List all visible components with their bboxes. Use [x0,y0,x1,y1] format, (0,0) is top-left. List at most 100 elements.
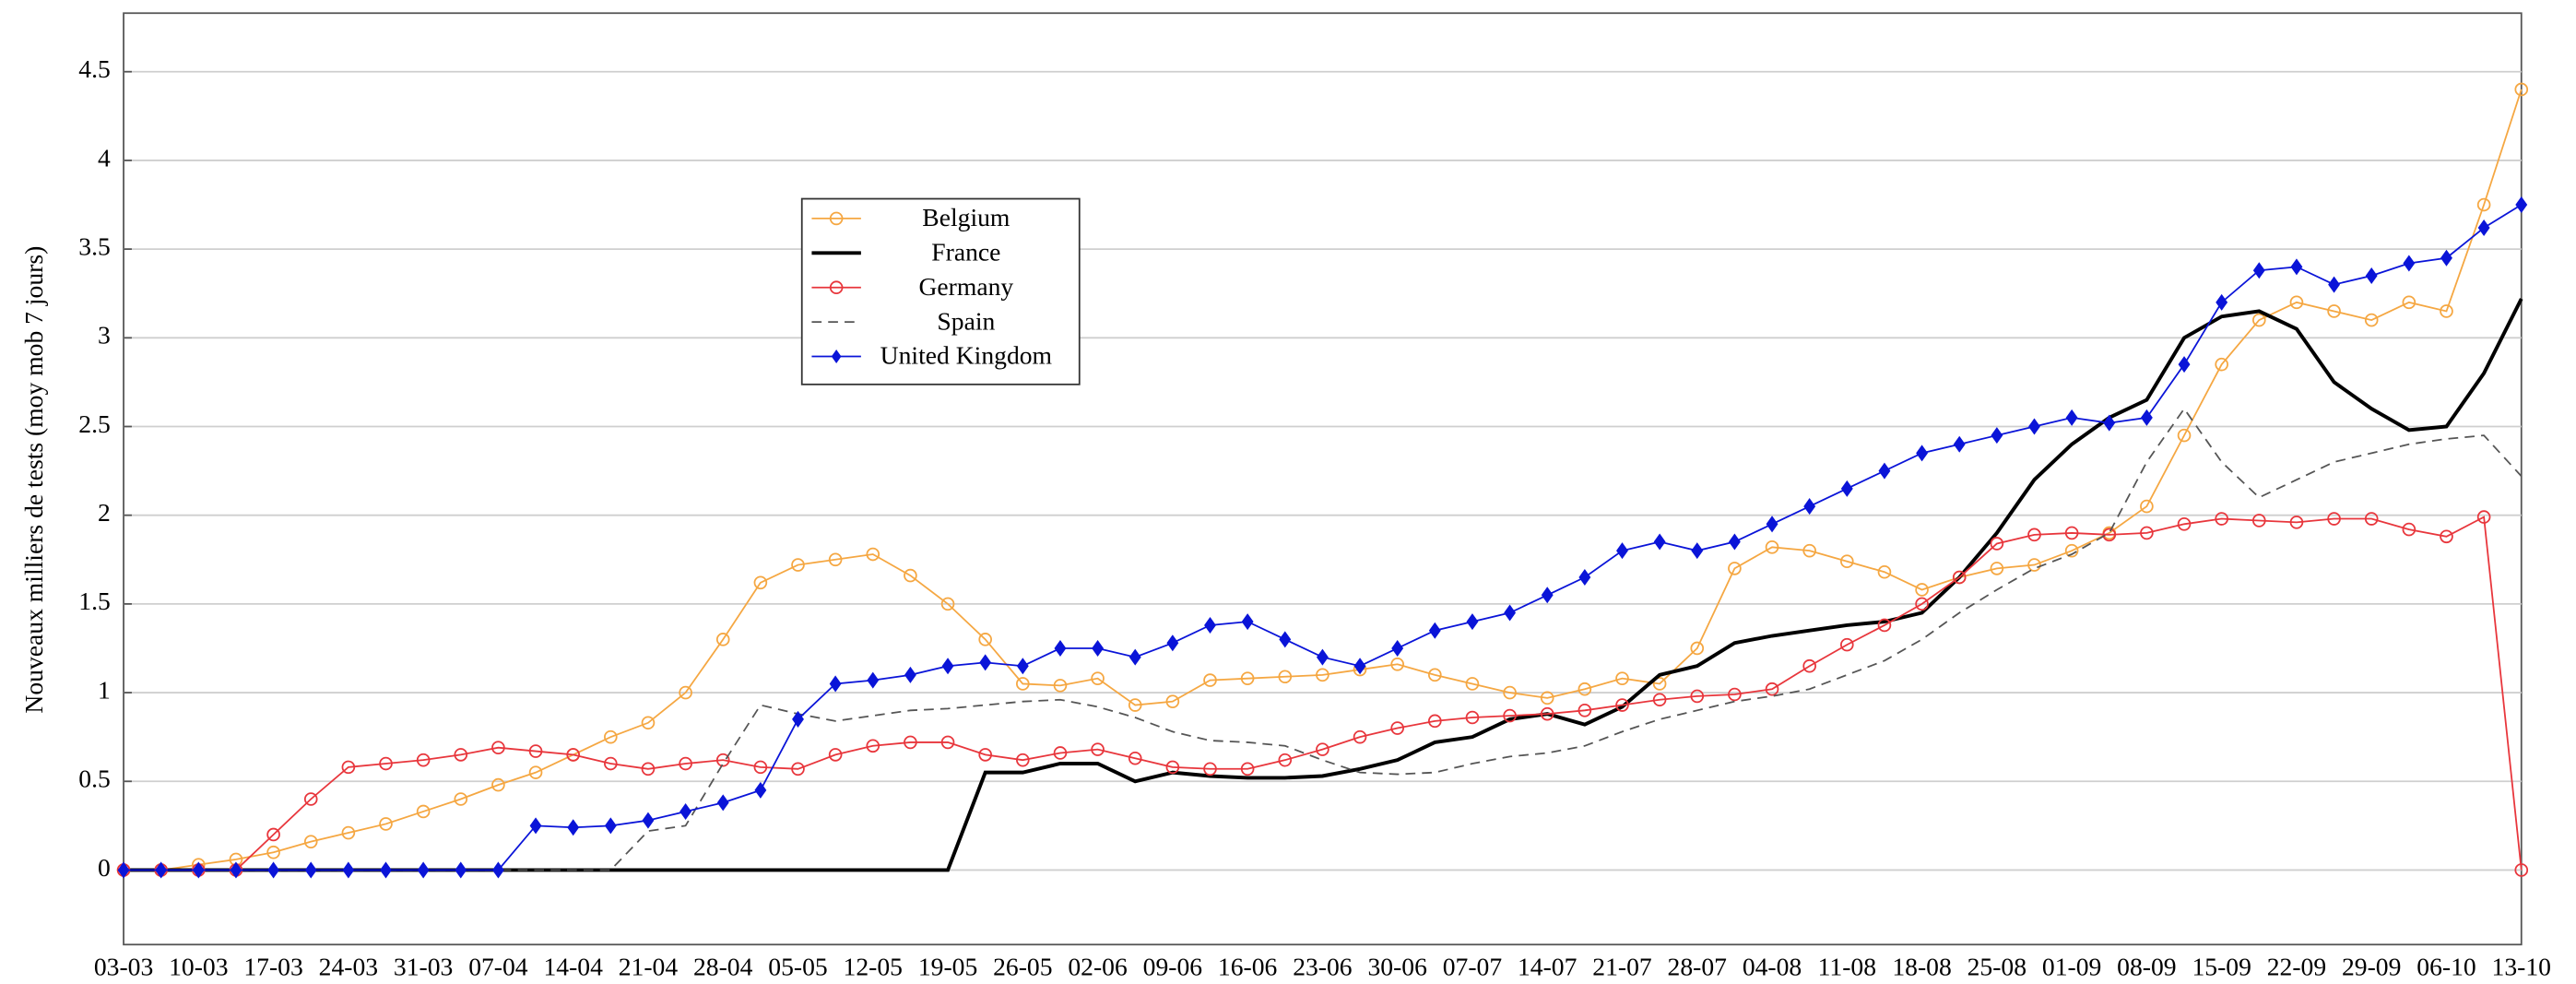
y-tick-label: 4.5 [78,54,111,83]
data-point [1204,616,1216,634]
x-tick-label: 06-10 [2416,952,2476,980]
y-tick-label: 0.5 [78,765,111,793]
data-point [679,685,692,700]
legend-label: Germany [918,272,1013,301]
data-point [2027,528,2041,542]
data-point [904,568,917,583]
data-point [1578,682,1592,696]
data-point [1316,668,1329,682]
x-tick-label: 07-04 [468,952,528,980]
data-point [1353,729,1367,744]
data-point [2178,356,2191,373]
data-point [2140,409,2153,426]
data-point [1353,658,1366,675]
data-point [1053,746,1068,760]
data-point [2216,293,2228,311]
data-point [1240,671,1255,685]
data-point [1802,658,1816,673]
x-tick-label: 24-03 [319,952,378,980]
data-point [978,748,992,762]
data-point [754,781,767,799]
data-point [715,633,730,646]
data-point [2289,295,2304,310]
data-point [2402,295,2416,310]
data-point [2140,526,2154,540]
data-point [1241,613,1254,631]
data-point [1091,742,1105,756]
data-point [1091,671,1105,685]
x-tick-label: 10-03 [169,952,228,980]
data-point [1691,542,1704,560]
x-tick-label: 07-07 [1443,952,1503,980]
data-point [604,756,618,771]
legend-marker [829,211,844,226]
x-tick-label: 15-09 [2192,952,2251,980]
data-point [342,861,355,879]
data-point [791,762,805,777]
data-point [1840,637,1854,652]
x-tick-label: 16-06 [1218,952,1277,980]
data-point [2140,499,2154,514]
data-point [2476,197,2491,212]
data-point [792,710,804,728]
x-tick-label: 21-07 [1592,952,1652,980]
data-point [2065,409,2078,426]
data-point [1915,583,1929,597]
data-point [1166,634,1179,652]
data-point [1128,648,1141,666]
legend-box [800,197,1081,385]
data-point [266,827,280,842]
x-tick-label: 13-10 [2492,952,2551,980]
data-point [1016,677,1030,691]
data-point [1690,641,1705,656]
y-tick-label: 2.5 [78,409,111,438]
data-point [1278,670,1293,684]
x-tick-label: 14-07 [1518,952,1578,980]
data-point [1165,694,1180,708]
data-point [1540,691,1554,705]
data-point [904,735,917,750]
data-point [491,741,505,755]
data-point [904,666,916,683]
data-point [1541,587,1554,604]
data-point [2102,528,2117,542]
data-point [1203,673,1217,687]
data-point [2327,512,2341,526]
data-point [379,756,393,771]
data-point [1316,648,1329,666]
data-point [529,817,542,835]
data-point [1504,604,1517,622]
data-point [379,817,393,831]
data-point [1465,677,1480,691]
data-point [866,547,880,562]
legend-label: Belgium [922,203,1010,231]
data-point [1240,762,1255,777]
data-point [1728,562,1742,575]
data-point [641,762,656,777]
data-point [1615,671,1629,685]
data-point [1503,708,1517,723]
data-point [1840,480,1853,497]
x-tick-label: 09-06 [1143,952,1202,980]
data-point [2027,558,2041,572]
x-tick-label: 31-03 [394,952,453,980]
data-point [641,716,656,730]
data-point [304,861,317,879]
data-point [416,753,431,767]
data-point [604,729,618,744]
series [124,298,2523,872]
x-tick-label: 19-05 [918,952,977,980]
data-point [341,760,356,775]
data-point [1465,710,1480,725]
series-line [124,204,2523,871]
data-point [1652,677,1667,691]
data-point [716,794,729,812]
data-point [867,671,880,689]
data-point [2327,304,2341,318]
data-point [2215,357,2228,372]
data-point [2514,863,2529,877]
data-point [828,748,843,762]
x-tick-label: 30-06 [1367,952,1426,980]
